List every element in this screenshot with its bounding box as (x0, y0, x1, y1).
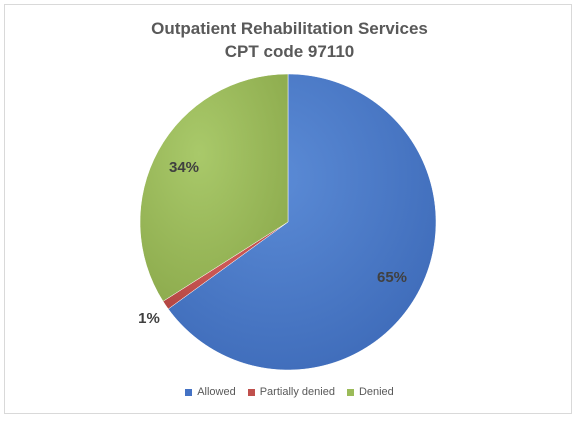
chart-legend: Allowed Partially denied Denied (0, 386, 579, 398)
data-label-partially-denied: 1% (138, 310, 160, 327)
legend-label: Allowed (197, 386, 236, 398)
legend-swatch (346, 388, 354, 396)
data-label-allowed: 65% (377, 269, 407, 286)
pie-slice-denied (139, 73, 289, 302)
chart-title: Outpatient Rehabilitation Services (151, 19, 428, 38)
legend-item-partially-denied: Partially denied (247, 386, 335, 398)
chart-subtitle: CPT code 97110 (224, 42, 355, 61)
legend-swatch (247, 388, 255, 396)
data-label-denied: 34% (169, 159, 199, 176)
legend-item-denied: Denied (346, 386, 394, 398)
legend-label: Partially denied (259, 386, 335, 398)
pie-slice-allowed (167, 73, 437, 371)
legend-item-allowed: Allowed (185, 386, 236, 398)
legend-swatch (185, 388, 193, 396)
legend-label: Denied (358, 386, 394, 398)
